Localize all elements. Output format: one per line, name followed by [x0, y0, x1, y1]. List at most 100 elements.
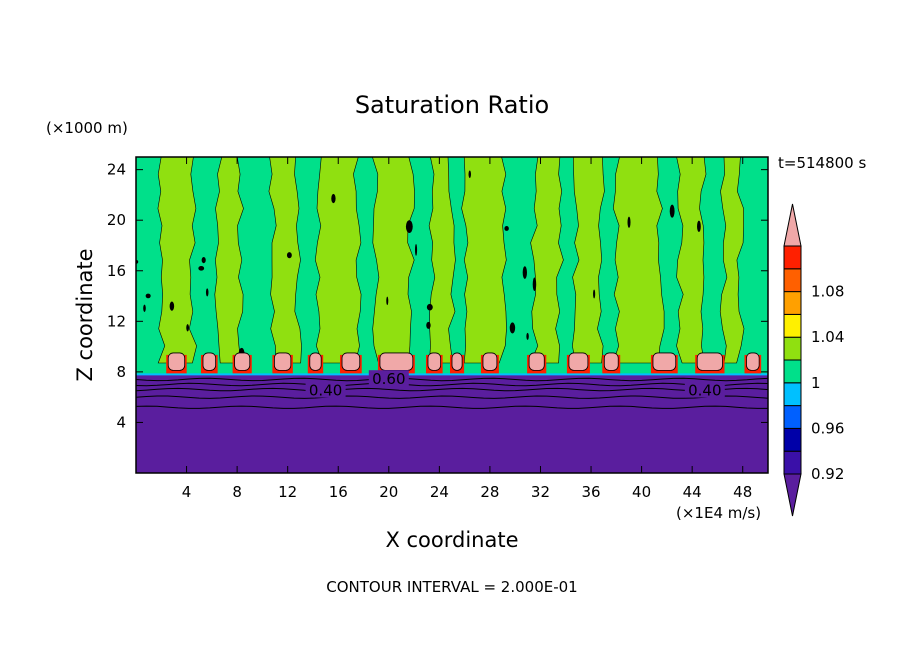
noise-contour-7: [669, 204, 675, 218]
noise-contour-19: [522, 266, 527, 279]
noise-contour-11: [143, 304, 146, 312]
noise-contour-22: [198, 265, 205, 271]
column-band-10: [676, 157, 707, 364]
x-tick-label: 20: [379, 483, 398, 501]
noise-contour-13: [468, 170, 471, 179]
noise-contour-18: [426, 303, 433, 311]
colorbar-tick-label: 1: [811, 374, 821, 392]
colorbar: 0.92 0.96 1 1.04 1.08: [783, 203, 844, 517]
column-band-3: [314, 157, 362, 364]
contour-line-4: [136, 405, 768, 409]
colorbar-tick-label: 1.08: [811, 283, 844, 301]
noise-contour-20: [201, 256, 206, 264]
supersat-blob-6: [379, 352, 414, 371]
supersat-blob-15: [746, 352, 760, 371]
colorbar-segment: [783, 427, 802, 452]
colorbar-tick-label: 0.92: [811, 465, 844, 483]
x-tick-label: 36: [581, 483, 600, 501]
y-tick-label: 8: [116, 363, 126, 381]
contour-label-bg: [368, 370, 409, 387]
noise-contour-5: [405, 220, 413, 233]
contour-line-3: [136, 395, 768, 399]
contour-line-0: [136, 377, 768, 382]
x-tick-label: 24: [430, 483, 449, 501]
noise-contour-21: [627, 216, 631, 228]
column-band-8: [572, 157, 605, 364]
colorbar-segment: [783, 405, 802, 429]
colorbar-segment: [783, 268, 802, 293]
column-band-2: [268, 157, 302, 364]
y-tick-label: 16: [107, 262, 126, 280]
noise-contour-12: [169, 301, 175, 311]
x-tick-label: 48: [733, 483, 752, 501]
contour-label: 0.40: [309, 382, 342, 400]
y-tick-label: 4: [116, 413, 126, 431]
noise-contour-10: [509, 322, 516, 334]
noise-contour-16: [331, 193, 336, 204]
column-band-11: [719, 157, 745, 364]
x-axis-label: X coordinate: [385, 528, 518, 552]
y-axis-label: Z coordinate: [73, 248, 97, 381]
supersat-blob-11: [568, 352, 589, 371]
footer-contour-interval: CONTOUR INTERVAL = 2.000E-01: [326, 578, 577, 596]
y-tick-label: 20: [107, 211, 126, 229]
y-tick-label: 24: [107, 161, 126, 179]
colorbar-segment: [783, 245, 802, 270]
x-tick-label: 4: [182, 483, 192, 501]
contour-label: 0.60: [372, 370, 405, 388]
supersat-blob-12: [603, 352, 619, 371]
x-tick-label: 12: [278, 483, 297, 501]
supersat-blob-0: [167, 352, 186, 371]
noise-contour-25: [415, 243, 418, 256]
noise-contour-8: [145, 293, 151, 299]
supersat-blob-1: [202, 352, 217, 371]
x-tick-label: 8: [232, 483, 242, 501]
contour-label-bg: [305, 381, 346, 398]
noise-contour-15: [205, 288, 209, 297]
colorbar-segment: [783, 450, 802, 475]
supersat-blob-8: [451, 352, 463, 371]
supersat-blob-13: [652, 352, 677, 371]
plot-frame: [135, 156, 769, 474]
noise-contour-9: [532, 277, 537, 291]
y-tick-label: 12: [107, 312, 126, 330]
contour-line-1: [136, 382, 768, 387]
contour-label: 0.40: [688, 382, 721, 400]
noise-contour-23: [386, 296, 389, 306]
noise-contour-4: [526, 332, 529, 340]
colorbar-under-triangle: [783, 473, 802, 517]
colorbar-segment: [783, 359, 802, 384]
noise-contour-24: [593, 289, 596, 299]
x-tick-label: 16: [329, 483, 348, 501]
x-tick-label: 28: [480, 483, 499, 501]
column-band-7: [529, 157, 564, 364]
time-label: t=514800 s: [778, 154, 866, 172]
supersat-blob-9: [482, 352, 498, 371]
x-tick-label: 40: [632, 483, 651, 501]
colorbar-over-triangle: [783, 203, 802, 247]
dry-layer: [136, 374, 768, 473]
supersat-blob-10: [528, 352, 545, 371]
colorbar-segment: [783, 313, 802, 338]
y-unit-label: (×1000 m): [46, 119, 128, 137]
supersat-blob-2: [234, 352, 251, 371]
x-tick-label: 44: [683, 483, 702, 501]
plot-area: [136, 157, 768, 473]
noise-contour-17: [697, 220, 701, 233]
contour-labels: 0.40 0.60 0.40: [305, 370, 725, 400]
colorbar-segment: [783, 291, 802, 315]
colorbar-segment: [783, 382, 802, 407]
x-unit-label: (×1E4 m/s): [676, 504, 761, 522]
supersat-blob-5: [341, 352, 361, 371]
chart-title: Saturation Ratio: [355, 91, 549, 119]
x-tick-label: 32: [531, 483, 550, 501]
supersat-blob-3: [274, 352, 292, 371]
column-band-4: [372, 157, 415, 364]
supersat-blob-4: [309, 352, 322, 371]
colorbar-segment: [783, 336, 802, 361]
colorbar-tick-label: 0.96: [811, 419, 844, 437]
column-band-9: [612, 157, 665, 364]
supersat-blob-14: [696, 352, 723, 371]
noise-contour-0: [426, 321, 431, 329]
